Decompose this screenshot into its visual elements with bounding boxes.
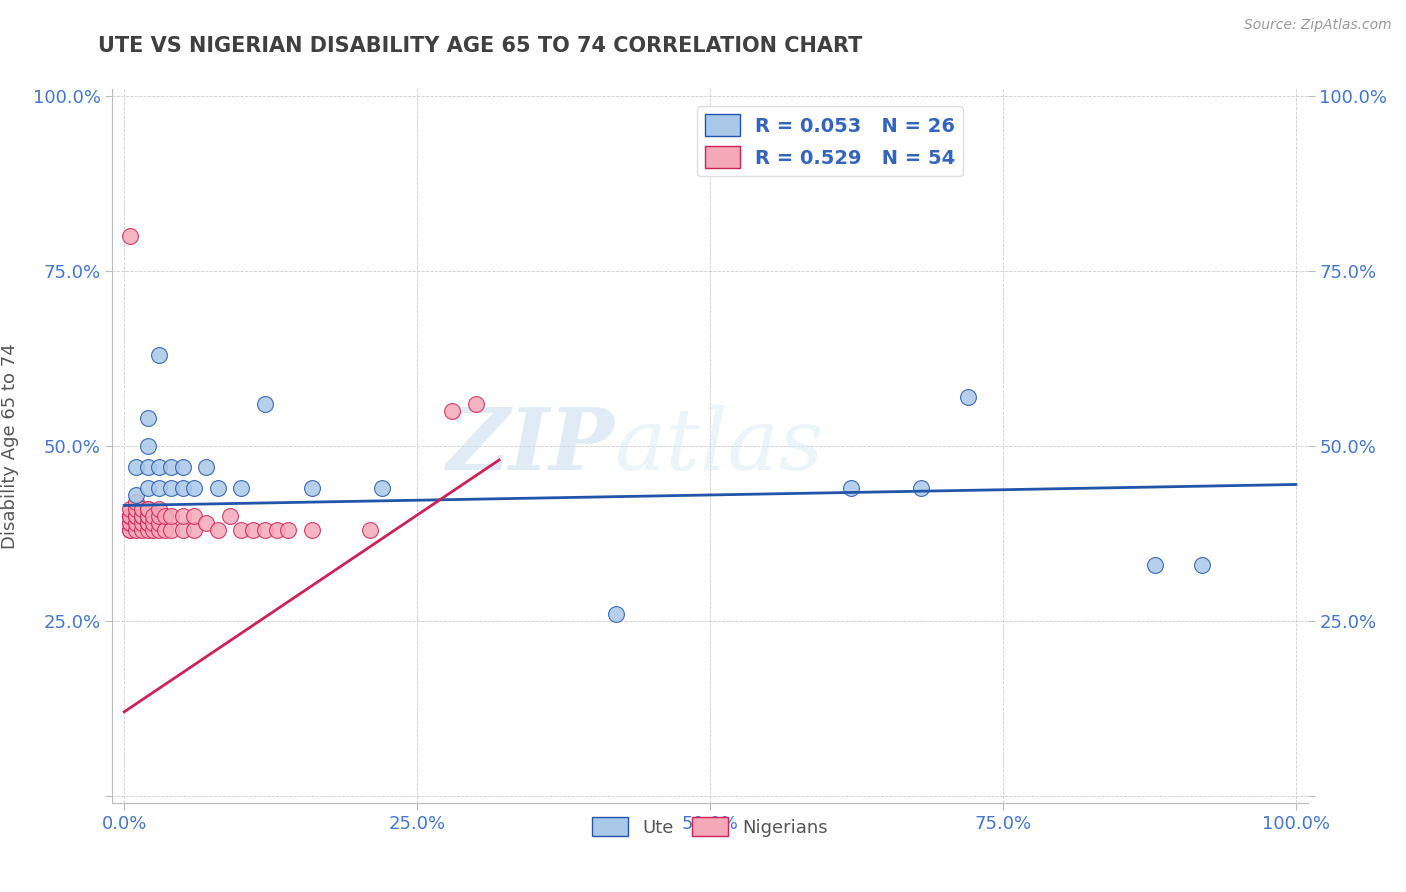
- Point: [441, 404, 464, 418]
- Point: [172, 508, 194, 523]
- Point: [131, 523, 153, 537]
- Point: [242, 523, 264, 537]
- Point: [136, 439, 159, 453]
- Text: ZIP: ZIP: [447, 404, 614, 488]
- Point: [253, 397, 276, 411]
- Point: [148, 460, 170, 475]
- Point: [277, 523, 299, 537]
- Point: [218, 508, 240, 523]
- Point: [910, 481, 932, 495]
- Point: [266, 523, 288, 537]
- Point: [120, 508, 141, 523]
- Point: [125, 508, 148, 523]
- Point: [125, 488, 148, 502]
- Point: [359, 523, 381, 537]
- Point: [131, 516, 153, 530]
- Point: [120, 523, 141, 537]
- Point: [136, 502, 159, 516]
- Point: [136, 516, 159, 530]
- Point: [125, 508, 148, 523]
- Point: [172, 523, 194, 537]
- Point: [125, 495, 148, 509]
- Point: [148, 508, 170, 523]
- Point: [120, 502, 141, 516]
- Legend: Ute, Nigerians: Ute, Nigerians: [585, 810, 835, 844]
- Point: [183, 523, 205, 537]
- Point: [148, 523, 170, 537]
- Point: [172, 481, 194, 495]
- Point: [839, 481, 862, 495]
- Point: [120, 508, 141, 523]
- Point: [136, 502, 159, 516]
- Point: [136, 508, 159, 523]
- Point: [605, 607, 627, 621]
- Text: atlas: atlas: [614, 405, 824, 487]
- Point: [371, 481, 394, 495]
- Point: [125, 502, 148, 516]
- Point: [131, 508, 153, 523]
- Point: [195, 460, 218, 475]
- Text: Source: ZipAtlas.com: Source: ZipAtlas.com: [1244, 18, 1392, 32]
- Point: [172, 460, 194, 475]
- Point: [301, 523, 323, 537]
- Point: [136, 460, 159, 475]
- Point: [148, 502, 170, 516]
- Point: [207, 481, 229, 495]
- Point: [1191, 558, 1213, 572]
- Point: [183, 481, 205, 495]
- Point: [125, 460, 148, 475]
- Y-axis label: Disability Age 65 to 74: Disability Age 65 to 74: [1, 343, 18, 549]
- Point: [142, 523, 165, 537]
- Point: [136, 523, 159, 537]
- Text: UTE VS NIGERIAN DISABILITY AGE 65 TO 74 CORRELATION CHART: UTE VS NIGERIAN DISABILITY AGE 65 TO 74 …: [98, 36, 863, 55]
- Point: [160, 460, 183, 475]
- Point: [155, 523, 177, 537]
- Point: [131, 502, 153, 516]
- Point: [136, 516, 159, 530]
- Point: [125, 523, 148, 537]
- Point: [231, 481, 253, 495]
- Point: [142, 516, 165, 530]
- Point: [120, 523, 141, 537]
- Point: [125, 516, 148, 530]
- Point: [155, 508, 177, 523]
- Point: [1144, 558, 1167, 572]
- Point: [120, 516, 141, 530]
- Point: [183, 508, 205, 523]
- Point: [195, 516, 218, 530]
- Point: [207, 523, 229, 537]
- Point: [160, 481, 183, 495]
- Point: [464, 397, 486, 411]
- Point: [231, 523, 253, 537]
- Point: [160, 523, 183, 537]
- Point: [160, 508, 183, 523]
- Point: [148, 481, 170, 495]
- Point: [136, 508, 159, 523]
- Point: [142, 508, 165, 523]
- Point: [956, 390, 979, 404]
- Point: [148, 348, 170, 362]
- Point: [131, 508, 153, 523]
- Point: [148, 516, 170, 530]
- Point: [120, 516, 141, 530]
- Point: [120, 508, 141, 523]
- Point: [136, 411, 159, 425]
- Point: [253, 523, 276, 537]
- Point: [136, 481, 159, 495]
- Point: [301, 481, 323, 495]
- Point: [120, 229, 141, 244]
